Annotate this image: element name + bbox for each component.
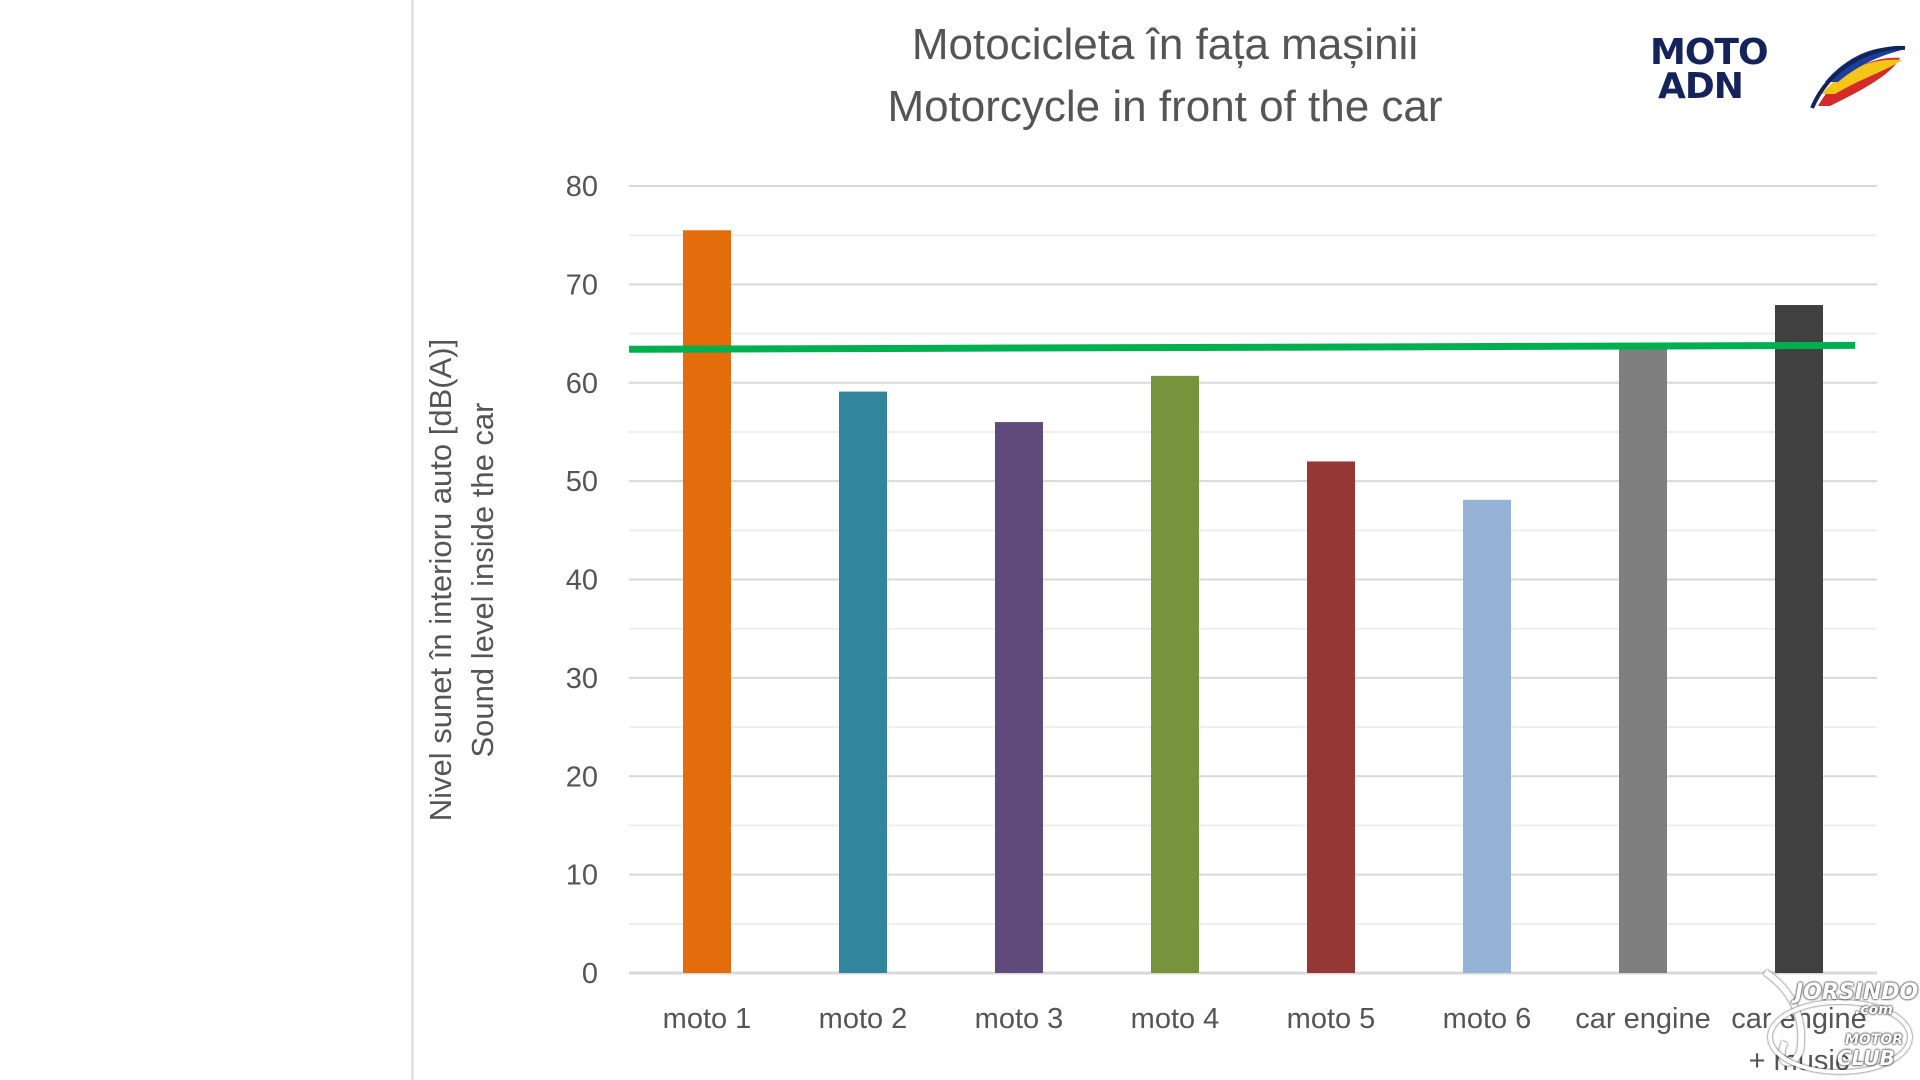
y-tick-label: 20: [566, 761, 598, 793]
bar-moto-4: [1151, 375, 1199, 973]
bar-moto-5: [1307, 461, 1355, 973]
bar-moto-6: [1463, 499, 1511, 973]
x-tick-label: car engine: [1575, 1003, 1710, 1035]
bar-car-engine-music: [1775, 305, 1823, 973]
y-tick-label: 80: [566, 171, 598, 203]
logo-swoosh-icon: [1810, 45, 1906, 109]
chart-title-ro: Motocicleta în fața mașinii: [911, 20, 1419, 69]
x-tick-label: moto 3: [975, 1003, 1064, 1035]
y-tick-label: 70: [566, 269, 598, 301]
bar-moto-3: [995, 422, 1043, 974]
jorsindo-watermark: JORSINDO .com MOTOR CLUB: [1745, 962, 1918, 1077]
y-tick-label: 0: [582, 958, 598, 990]
bar-car-engine: [1619, 345, 1667, 973]
reference-line: [628, 341, 1856, 353]
y-tick-label: 60: [566, 368, 598, 400]
bar-moto-1: [683, 230, 731, 974]
y-tick-label: 10: [566, 860, 598, 892]
wings-icon: [1763, 969, 1912, 1074]
y-tick-label: 40: [566, 565, 598, 597]
x-tick-label: moto 2: [819, 1003, 908, 1035]
logo-text: MOTO ADN: [1650, 32, 1769, 107]
y-tick-label: 50: [566, 466, 598, 498]
chart-title-en: Motorcycle in front of the car: [887, 82, 1443, 131]
bar-moto-2: [839, 391, 887, 973]
x-tick-label: moto 4: [1131, 1003, 1220, 1035]
moto-adn-logo: MOTO ADN: [1650, 32, 1910, 116]
x-tick-label: moto 5: [1287, 1003, 1376, 1035]
page-divider: [411, 0, 414, 1080]
x-tick-label: moto 1: [663, 1003, 752, 1035]
y-tick-label: 30: [566, 663, 598, 695]
x-tick-label: moto 6: [1443, 1003, 1532, 1035]
